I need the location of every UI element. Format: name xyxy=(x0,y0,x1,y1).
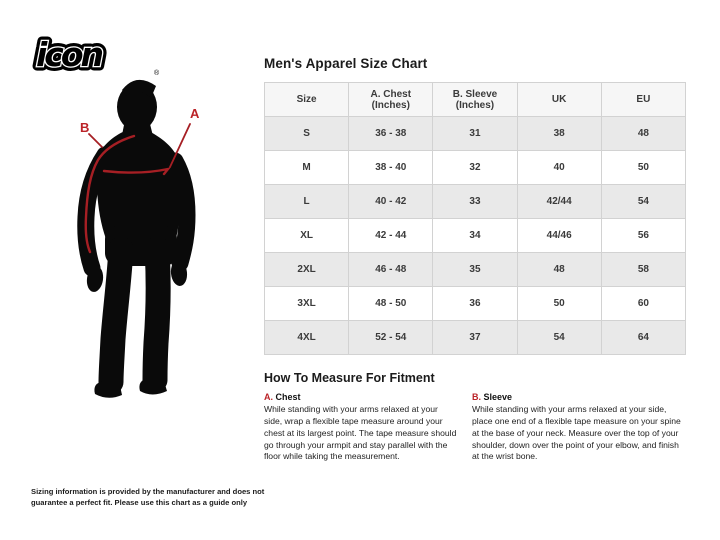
table-cell: XL xyxy=(263,218,350,253)
sleeve-instructions-text: While standing with your arms relaxed at… xyxy=(472,404,681,462)
silhouette-torso xyxy=(96,129,182,239)
table-column-header: UK xyxy=(516,82,602,117)
table-cell: 37 xyxy=(432,320,518,355)
table-cell: 50 xyxy=(516,286,602,321)
chest-label-prefix: A. xyxy=(264,392,273,402)
measurement-figure: A B xyxy=(48,76,260,410)
table-cell: 40 xyxy=(516,150,602,185)
table-cell: 48 - 50 xyxy=(348,286,434,321)
table-row: XL 42 - 44 34 44/46 56 xyxy=(263,218,687,253)
sleeve-pointer-line xyxy=(88,133,103,148)
chest-label: Chest xyxy=(275,392,301,402)
table-cell: L xyxy=(263,184,350,219)
size-table: Size A. Chest (Inches) B. Sleeve (Inches) U… xyxy=(263,82,687,355)
table-column-header: Size xyxy=(263,82,350,117)
chest-pointer-line xyxy=(169,123,191,168)
silhouette-right-arm xyxy=(166,152,196,272)
chest-subheading: A. Chest xyxy=(264,392,458,402)
size-chart-panel: Men's Apparel Size Chart Size A. Chest (I… xyxy=(263,56,687,463)
chest-instructions: A. Chest While standing with your arms r… xyxy=(264,392,458,463)
silhouette-left-foot xyxy=(94,381,122,398)
table-cell: 52 - 54 xyxy=(348,320,434,355)
table-row: 4XL 52 - 54 37 54 64 xyxy=(263,320,687,355)
chest-measure-line xyxy=(102,167,172,176)
table-cell: 32 xyxy=(432,150,518,185)
table-cell: 38 xyxy=(516,116,602,151)
table-row: 3XL 48 - 50 36 50 60 xyxy=(263,286,687,321)
table-cell: 50 xyxy=(600,150,687,185)
table-cell: 54 xyxy=(516,320,602,355)
table-column-header: B. Sleeve (Inches) xyxy=(432,82,518,117)
table-cell: 36 - 38 xyxy=(348,116,434,151)
sleeve-measure-line xyxy=(84,134,136,254)
sizing-disclaimer: Sizing information is provided by the ma… xyxy=(31,487,265,507)
table-cell: 48 xyxy=(516,252,602,287)
size-table-body: S 36 - 38 31 38 48 M 38 - 40 32 40 50 L 40 - 42 33 42… xyxy=(263,116,687,355)
chest-instructions-text: While standing with your arms relaxed at… xyxy=(264,404,457,462)
figure-label-b: B xyxy=(80,120,89,135)
table-cell: 36 xyxy=(432,286,518,321)
silhouette-right-foot xyxy=(139,378,167,395)
table-cell: 46 - 48 xyxy=(348,252,434,287)
table-column-header: EU xyxy=(600,82,687,117)
table-cell: 42/44 xyxy=(516,184,602,219)
table-cell: M xyxy=(263,150,350,185)
table-cell: 31 xyxy=(432,116,518,151)
logo-outline-text: icon xyxy=(36,35,103,74)
brand-logo: icon icon ® xyxy=(30,31,165,79)
table-cell: 38 - 40 xyxy=(348,150,434,185)
sleeve-label-prefix: B. xyxy=(472,392,481,402)
male-silhouette-graphic: A B xyxy=(77,79,200,398)
table-cell: 54 xyxy=(600,184,687,219)
icon-logo-graphic: icon icon ® xyxy=(32,31,161,79)
table-cell: 58 xyxy=(600,252,687,287)
silhouette-left-leg xyxy=(98,236,134,395)
how-to-measure-section: How To Measure For Fitment A. Chest Whil… xyxy=(264,371,686,463)
size-chart-title: Men's Apparel Size Chart xyxy=(264,56,428,71)
table-cell: 42 - 44 xyxy=(348,218,434,253)
figure-label-a: A xyxy=(190,106,200,121)
table-cell: 4XL xyxy=(263,320,350,355)
silhouette-right-leg xyxy=(142,236,171,393)
table-cell: 34 xyxy=(432,218,518,253)
logo-inline-text: icon xyxy=(36,35,103,74)
table-cell: 3XL xyxy=(263,286,350,321)
table-cell: 60 xyxy=(600,286,687,321)
table-cell: 48 xyxy=(600,116,687,151)
table-cell: 35 xyxy=(432,252,518,287)
table-cell: S xyxy=(263,116,350,151)
table-cell: 64 xyxy=(600,320,687,355)
table-cell: 2XL xyxy=(263,252,350,287)
size-table-header-row: Size A. Chest (Inches) B. Sleeve (Inches) U… xyxy=(263,82,687,117)
sleeve-label: Sleeve xyxy=(483,392,513,402)
table-row: L 40 - 42 33 42/44 54 xyxy=(263,184,687,219)
sleeve-instructions: B. Sleeve While standing with your arms … xyxy=(472,392,686,463)
how-to-measure-title: How To Measure For Fitment xyxy=(264,371,435,385)
table-row: 2XL 46 - 48 35 48 58 xyxy=(263,252,687,287)
table-row: M 38 - 40 32 40 50 xyxy=(263,150,687,185)
table-row: S 36 - 38 31 38 48 xyxy=(263,116,687,151)
table-cell: 56 xyxy=(600,218,687,253)
table-cell: 33 xyxy=(432,184,518,219)
table-cell: 40 - 42 xyxy=(348,184,434,219)
sleeve-subheading: B. Sleeve xyxy=(472,392,686,402)
registered-trademark: ® xyxy=(154,69,160,77)
table-cell: 44/46 xyxy=(516,218,602,253)
table-column-header: A. Chest (Inches) xyxy=(348,82,434,117)
